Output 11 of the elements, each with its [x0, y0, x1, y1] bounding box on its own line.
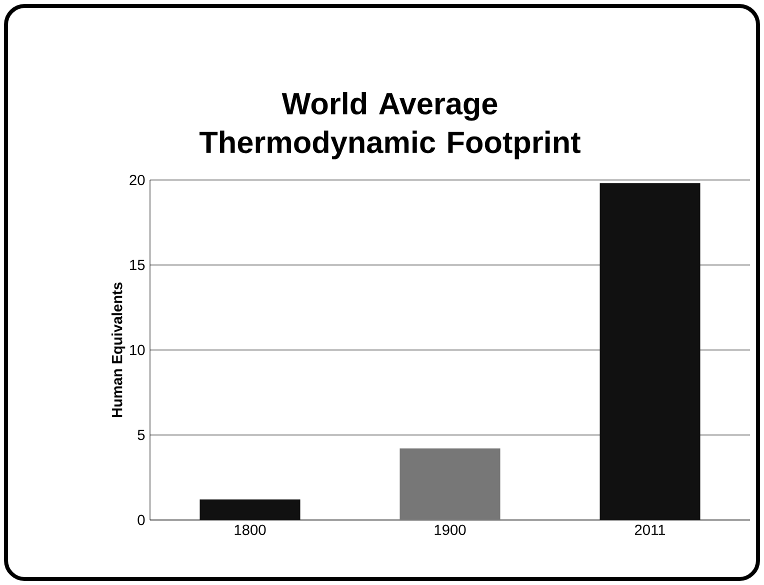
y-tick-label: 5 — [138, 430, 145, 440]
x-tick-label: 2011 — [634, 524, 666, 536]
bar — [200, 499, 300, 520]
chart-title: World Average Thermodynamic Footprint — [200, 92, 580, 160]
y-axis-title: Human Equivalents — [111, 282, 126, 418]
y-tick-label: 15 — [130, 260, 145, 270]
x-tick-label: 1800 — [234, 524, 266, 536]
y-tick-label: 0 — [138, 514, 145, 526]
y-tick-label: 10 — [130, 344, 145, 356]
x-tick-label: 1900 — [434, 524, 466, 536]
y-tick-label: 20 — [130, 174, 145, 186]
